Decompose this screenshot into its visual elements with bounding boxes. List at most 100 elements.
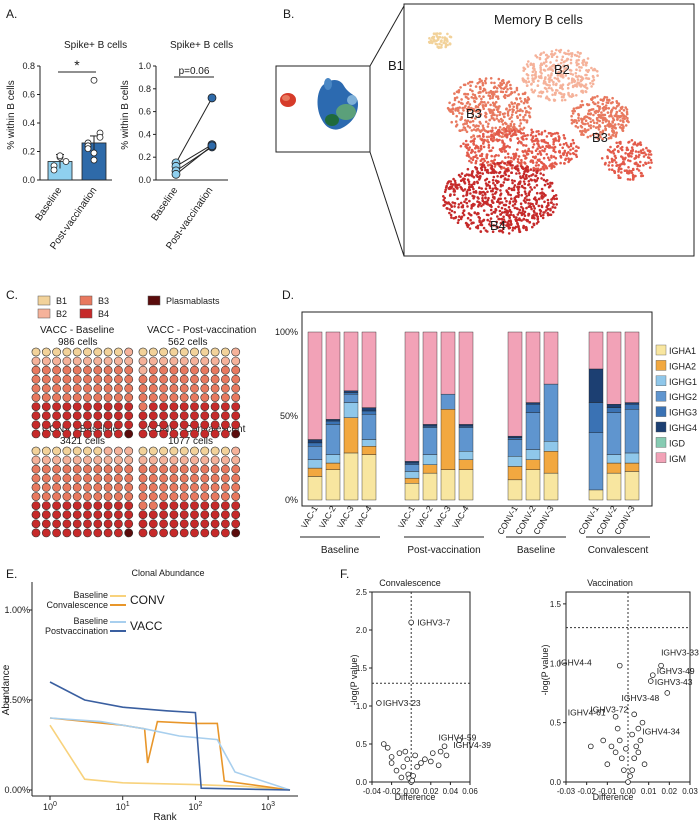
waffle-dot <box>41 429 51 439</box>
umap-cell <box>471 112 475 116</box>
umap-cell <box>448 187 452 191</box>
umap-cell <box>450 216 453 219</box>
umap-cell <box>531 145 535 149</box>
umap-cell <box>502 81 506 85</box>
waffle-dot <box>114 519 123 529</box>
d-bar-segment <box>422 472 438 501</box>
a-left-point <box>90 76 98 84</box>
umap-cell <box>594 126 598 129</box>
umap-cell <box>475 212 479 216</box>
umap-cell <box>557 79 560 82</box>
umap-cell <box>475 129 478 132</box>
umap-cell <box>497 197 501 201</box>
f-point <box>641 761 648 767</box>
waffle-dot <box>31 374 41 384</box>
umap-cell <box>496 175 499 178</box>
umap-cell <box>581 83 584 87</box>
umap-cell <box>466 82 470 85</box>
umap-cell <box>509 124 513 128</box>
umap-cell <box>516 222 519 226</box>
umap-cell <box>610 159 614 163</box>
umap-cell <box>625 108 629 111</box>
umap-cell <box>617 150 620 154</box>
umap-cell <box>530 207 533 211</box>
umap-cell <box>515 195 518 198</box>
umap-cell <box>550 198 553 201</box>
waffle-dot <box>114 356 123 366</box>
panel-a-right-significance: p=0.06 <box>179 66 210 77</box>
umap-cell <box>591 68 595 72</box>
umap-cell <box>582 133 585 136</box>
f-point <box>384 744 391 751</box>
d-legend-swatch <box>655 437 667 448</box>
umap-cell <box>617 170 620 173</box>
waffle-dot <box>31 482 41 492</box>
d-bar-segment <box>606 407 622 413</box>
umap-cell <box>534 174 538 177</box>
umap-cell <box>532 169 535 172</box>
umap-cell <box>531 202 534 206</box>
umap-cell <box>494 132 498 136</box>
waffle-dot <box>31 393 41 402</box>
umap-cell <box>555 197 558 200</box>
umap-cell <box>637 150 640 154</box>
umap-cell <box>476 170 480 173</box>
umap-cell <box>452 177 455 181</box>
umap-cell <box>497 120 501 123</box>
umap-cell <box>466 143 470 146</box>
umap-cell <box>516 148 519 151</box>
umap-cell <box>510 91 514 95</box>
umap-cell <box>520 193 523 197</box>
waffle-dot <box>148 510 158 520</box>
umap-cell <box>630 155 633 158</box>
umap-cell <box>514 111 518 114</box>
umap-cell <box>521 109 524 113</box>
waffle-dot <box>190 383 199 393</box>
umap-cell <box>468 183 471 186</box>
d-bar-segment <box>458 424 474 427</box>
umap-cell <box>547 74 550 77</box>
umap-cell <box>522 172 526 176</box>
f-point <box>608 743 615 750</box>
waffle-dot <box>220 347 230 357</box>
umap-cell <box>432 32 436 35</box>
umap-cell <box>535 191 539 195</box>
umap-cell <box>569 61 573 65</box>
umap-cell <box>473 151 477 154</box>
umap-cell <box>501 227 505 230</box>
umap-cell <box>550 87 553 90</box>
umap-cell <box>490 154 494 158</box>
umap-cell <box>514 200 518 203</box>
umap-cell <box>631 167 635 171</box>
umap-cell <box>495 220 499 224</box>
waffle-dot <box>72 528 82 538</box>
waffle-dot <box>124 402 134 411</box>
umap-cell <box>620 148 624 152</box>
umap-cell <box>613 114 616 118</box>
umap-cell <box>483 166 487 169</box>
umap-cell <box>620 167 623 171</box>
umap-cell <box>534 70 537 74</box>
waffle-dot <box>159 473 168 483</box>
waffle-dot <box>169 402 179 411</box>
umap-cell <box>610 108 614 111</box>
f-ytick-label: 1.5 <box>550 600 562 609</box>
umap-cell <box>603 95 607 99</box>
waffle-dot <box>41 519 51 529</box>
umap-cell <box>524 144 528 147</box>
waffle-dot <box>190 519 199 529</box>
umap-cell <box>481 89 485 93</box>
umap-cell <box>601 137 604 141</box>
umap-cell <box>595 121 599 125</box>
waffle-dot <box>93 347 103 357</box>
umap-cell <box>494 190 498 194</box>
waffle-dot <box>124 528 134 538</box>
umap-cell <box>499 229 502 232</box>
umap-cell <box>465 102 469 105</box>
umap-cell <box>467 180 471 183</box>
umap-cell <box>461 204 465 207</box>
umap-cell <box>478 120 482 124</box>
umap-cell <box>479 230 483 233</box>
waffle-dot <box>231 519 241 529</box>
d-bar-segment <box>458 451 474 460</box>
